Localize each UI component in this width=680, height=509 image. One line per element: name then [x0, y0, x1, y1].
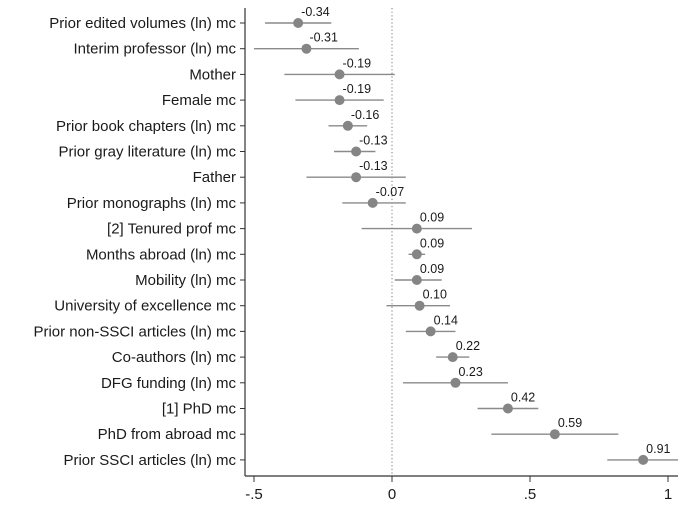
- y-tick-label: Prior book chapters (ln) mc: [56, 118, 237, 135]
- value-label: 0.10: [423, 288, 447, 302]
- value-label: -0.19: [343, 82, 372, 96]
- value-label: 0.91: [646, 442, 670, 456]
- point-estimate-marker: [411, 275, 422, 285]
- point-estimate-marker: [638, 454, 649, 465]
- point-estimate-marker: [425, 326, 436, 337]
- y-tick-label: Co-authors (ln) mc: [112, 349, 237, 366]
- value-label: 0.09: [420, 211, 444, 225]
- value-label: -0.13: [359, 159, 388, 173]
- point-estimate-marker: [342, 120, 353, 131]
- point-estimate-marker: [367, 197, 378, 208]
- y-tick-label: [2] Tenured prof mc: [107, 221, 236, 238]
- y-tick-label: Interim professor (ln) mc: [73, 41, 236, 58]
- point-estimate-marker: [414, 300, 425, 311]
- x-tick-label: 1: [664, 486, 672, 503]
- value-label: -0.07: [376, 185, 405, 199]
- y-tick-label: Prior monographs (ln) mc: [67, 195, 237, 212]
- axes-group: [240, 8, 678, 477]
- x-tick-label: 0: [388, 486, 396, 503]
- value-label: 0.14: [434, 313, 458, 327]
- y-tick-label: Mobility (ln) mc: [135, 272, 236, 289]
- point-estimate-marker: [450, 377, 461, 388]
- y-tick-label: Prior edited volumes (ln) mc: [49, 15, 236, 32]
- y-tick-label: Prior SSCI articles (ln) mc: [63, 452, 236, 469]
- x-tick-group: -.5 0 .5 1: [245, 476, 672, 503]
- value-label: 0.09: [420, 236, 444, 250]
- point-estimate-marker: [293, 18, 304, 28]
- point-estimate-marker: [447, 352, 458, 363]
- point-estimate-marker: [351, 146, 362, 157]
- value-label: -0.16: [351, 108, 380, 122]
- value-label: -0.19: [343, 56, 372, 70]
- y-tick-label: PhD from abroad mc: [98, 426, 237, 443]
- point-estimate-marker: [411, 249, 422, 260]
- value-label: 0.59: [558, 416, 582, 430]
- x-tick-label: -.5: [245, 486, 263, 503]
- point-estimate-marker: [301, 43, 312, 54]
- value-label: 0.42: [511, 391, 535, 405]
- value-label: 0.09: [420, 262, 444, 276]
- point-estimate-marker: [411, 223, 422, 234]
- point-estimate-marker: [334, 69, 345, 80]
- point-estimate-group: [293, 18, 649, 465]
- confidence-interval-group: [254, 22, 678, 461]
- point-estimate-marker: [549, 429, 560, 440]
- x-tick-label: .5: [524, 486, 537, 503]
- value-label: -0.31: [309, 31, 338, 45]
- y-tick-label: DFG funding (ln) mc: [101, 375, 237, 392]
- value-label: -0.34: [301, 5, 330, 19]
- y-tick-label: Father: [193, 169, 236, 186]
- value-label-group: -0.34 -0.31 -0.19 -0.19 -0.16 -0.13 -0.13 -0.07…: [301, 5, 670, 456]
- y-tick-label: Prior gray literature (ln) mc: [58, 144, 236, 161]
- point-estimate-marker: [351, 172, 362, 183]
- y-tick-label: Mother: [189, 66, 236, 83]
- value-label: -0.13: [359, 134, 388, 148]
- y-tick-label: University of excellence mc: [54, 298, 236, 315]
- y-tick-label: Prior non-SSCI articles (ln) mc: [33, 323, 236, 340]
- value-label: 0.22: [456, 339, 480, 353]
- y-tick-label: Female mc: [162, 92, 237, 109]
- point-estimate-marker: [502, 403, 513, 414]
- point-estimate-marker: [334, 95, 345, 106]
- y-tick-label-group: Prior edited volumes (ln) mc Interim prof…: [33, 15, 236, 469]
- value-label: 0.23: [458, 365, 482, 379]
- y-tick-label: Months abroad (ln) mc: [86, 246, 237, 263]
- y-tick-label: [1] PhD mc: [162, 401, 237, 418]
